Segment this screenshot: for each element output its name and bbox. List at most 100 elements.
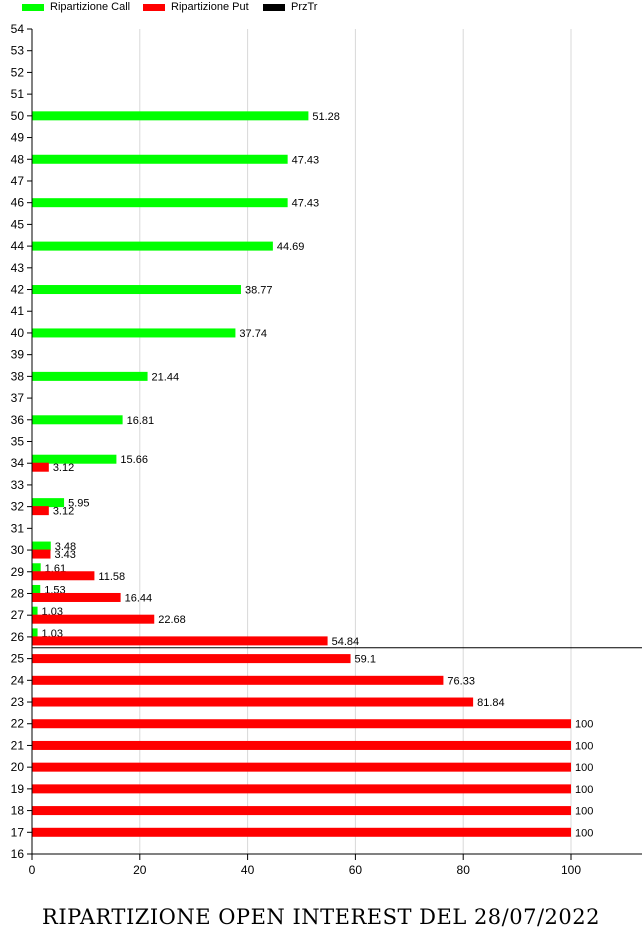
y-tick-label: 43 — [11, 261, 25, 275]
y-tick-label: 20 — [11, 760, 25, 774]
put-value-label: 100 — [575, 740, 593, 752]
put-value-label: 3.43 — [54, 549, 75, 561]
y-tick-label: 36 — [11, 413, 25, 427]
call-bar — [32, 241, 273, 251]
put-value-label: 100 — [575, 762, 593, 774]
call-bar — [32, 198, 288, 208]
y-tick-label: 29 — [11, 565, 25, 579]
y-tick-label: 44 — [11, 239, 25, 253]
y-tick-label: 30 — [11, 543, 25, 557]
put-value-label: 11.58 — [98, 571, 125, 583]
legend-swatch-price — [263, 4, 285, 11]
legend-label-put: Ripartizione Put — [171, 1, 249, 13]
y-tick-label: 42 — [11, 283, 25, 297]
call-value-label: 3.48 — [55, 541, 76, 553]
put-bar — [32, 697, 474, 707]
call-bar — [32, 606, 38, 616]
put-bar — [32, 614, 155, 624]
call-bar — [32, 285, 241, 295]
x-tick-label: 80 — [457, 863, 471, 877]
y-tick-label: 47 — [11, 174, 25, 188]
put-value-label: 76.33 — [447, 675, 475, 687]
x-tick-label: 20 — [133, 863, 147, 877]
y-tick-label: 40 — [11, 326, 25, 340]
y-tick-label: 45 — [11, 217, 25, 231]
call-bar — [32, 498, 65, 508]
y-tick-label: 27 — [11, 608, 25, 622]
y-tick-label: 21 — [11, 738, 25, 752]
put-value-label: 81.84 — [477, 697, 505, 709]
call-bar — [32, 584, 41, 594]
call-bar — [32, 328, 236, 338]
legend-label-price: PrzTr — [291, 1, 318, 13]
put-bar — [32, 654, 351, 664]
y-tick-label: 24 — [11, 673, 25, 687]
x-tick-label: 0 — [29, 863, 36, 877]
y-tick-label: 18 — [11, 804, 25, 818]
chart-title: RIPARTIZIONE OPEN INTEREST DEL 28/07/202… — [42, 905, 600, 929]
call-bar — [32, 563, 41, 573]
y-tick-label: 31 — [11, 521, 25, 535]
put-value-label: 54.84 — [332, 636, 360, 648]
call-value-label: 47.43 — [292, 154, 320, 166]
put-bar — [32, 740, 571, 750]
call-bar — [32, 628, 38, 638]
call-bar — [32, 415, 123, 425]
put-bar — [32, 827, 571, 837]
put-value-label: 59.1 — [355, 654, 376, 666]
put-bar — [32, 762, 571, 772]
call-bar — [32, 154, 288, 164]
y-tick-label: 48 — [11, 152, 25, 166]
x-tick-label: 100 — [561, 863, 581, 877]
put-bar — [32, 592, 121, 602]
y-tick-label: 39 — [11, 348, 25, 362]
legend: Ripartizione Call Ripartizione Put PrzTr — [0, 0, 642, 14]
y-tick-label: 23 — [11, 695, 25, 709]
x-tick-label: 60 — [349, 863, 363, 877]
y-tick-label: 17 — [11, 825, 25, 839]
y-tick-label: 33 — [11, 478, 25, 492]
put-bar — [32, 571, 95, 581]
call-value-label: 44.69 — [277, 241, 305, 253]
put-bar — [32, 506, 49, 516]
call-value-label: 5.95 — [68, 498, 89, 510]
x-tick-label: 40 — [241, 863, 255, 877]
y-tick-label: 46 — [11, 196, 25, 210]
call-value-label: 47.43 — [292, 198, 320, 210]
put-value-label: 3.12 — [53, 462, 74, 474]
put-bar — [32, 806, 571, 816]
put-value-label: 16.44 — [125, 592, 153, 604]
y-tick-label: 32 — [11, 500, 25, 514]
put-value-label: 100 — [575, 806, 593, 818]
y-tick-label: 54 — [11, 22, 25, 36]
call-value-label: 37.74 — [239, 328, 267, 340]
call-value-label: 38.77 — [245, 285, 273, 297]
y-tick-label: 41 — [11, 304, 25, 318]
call-value-label: 16.81 — [127, 415, 155, 427]
call-bar — [32, 111, 309, 121]
legend-label-call: Ripartizione Call — [50, 1, 131, 13]
open-interest-chart: 51.28 47.43 47.43 44.69 38.77 37.74 21.44 16.81… — [11, 22, 642, 877]
put-value-label: 22.68 — [158, 614, 186, 626]
put-bar — [32, 462, 49, 472]
put-bar — [32, 719, 571, 729]
y-tick-label: 50 — [11, 109, 25, 123]
call-value-label: 51.28 — [312, 111, 340, 123]
put-bar — [32, 549, 51, 559]
put-value-label: 100 — [575, 827, 593, 839]
y-tick-label: 26 — [11, 630, 25, 644]
y-tick-label: 52 — [11, 65, 25, 79]
put-value-label: 100 — [575, 784, 593, 796]
put-bar — [32, 636, 328, 646]
y-tick-label: 49 — [11, 131, 25, 145]
y-tick-label: 38 — [11, 369, 25, 383]
y-tick-label: 22 — [11, 717, 25, 731]
call-bar — [32, 541, 51, 551]
put-value-label: 3.12 — [53, 506, 74, 518]
y-tick-label: 53 — [11, 44, 25, 58]
put-value-label: 100 — [575, 719, 593, 731]
call-bar — [32, 454, 117, 464]
y-tick-label: 28 — [11, 586, 25, 600]
legend-swatch-put — [143, 4, 165, 11]
y-tick-label: 19 — [11, 782, 25, 796]
